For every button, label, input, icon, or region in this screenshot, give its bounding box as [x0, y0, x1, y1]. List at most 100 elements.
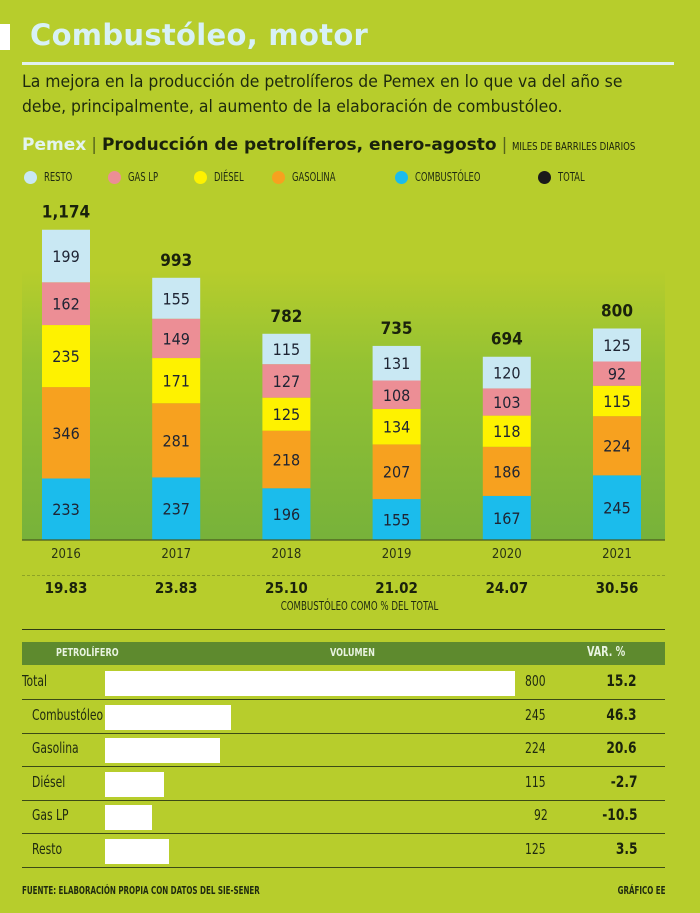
segment-label-gas-lp-2019: 108 [383, 386, 410, 405]
legend-swatch-gasolina [272, 170, 285, 184]
segment-label-resto-2016: 199 [52, 247, 79, 266]
row-volume: 92 [534, 806, 548, 824]
segment-label-gas-lp-2018: 127 [273, 372, 300, 391]
segment-label-gas-lp-2020: 103 [493, 393, 520, 412]
segment-label-gas-lp-2021: 92 [608, 365, 626, 384]
row-var: 46.3 [606, 704, 637, 724]
segment-label-gasolina-2019: 207 [383, 463, 410, 482]
volume-bar [105, 771, 164, 797]
row-name: Resto [32, 839, 63, 858]
segment-label-combustoleo-2021: 245 [603, 499, 630, 518]
row-name: Gas LP [32, 806, 69, 824]
bar-segment-combustoleo-2016 [42, 478, 90, 540]
row-var: 3.5 [615, 838, 637, 858]
row-volume: 245 [525, 705, 546, 724]
segment-label-resto-2021: 125 [603, 336, 630, 355]
segment-label-diesel-2017: 171 [162, 372, 189, 391]
bars-group: 233 346 235 162 199 1,174 2016 19.83 237 281 171 14… [42, 203, 641, 597]
chart-plot-background [22, 270, 665, 540]
bar-segment-gas-lp-2018 [262, 364, 311, 398]
legend-label-total: TOTAL [558, 170, 585, 184]
lede-text: La mejora en la producción de petrolífer… [22, 72, 623, 117]
segment-label-gasolina-2017: 281 [162, 431, 189, 450]
combustoleo-pct-2019: 21.02 [375, 579, 418, 597]
volume-bar [105, 704, 231, 730]
segment-label-resto-2017: 155 [162, 289, 189, 308]
title-marker [0, 24, 10, 50]
x-tick-label-2018: 2018 [272, 547, 302, 562]
x-tick-label-2017: 2017 [161, 547, 191, 562]
bar-segment-combustoleo-2019 [372, 499, 421, 540]
combustoleo-pct-2021: 30.56 [596, 579, 639, 597]
x-tick-label-2019: 2019 [382, 547, 412, 562]
legend-item-resto: RESTO [24, 170, 80, 184]
bar-segment-resto-2017 [152, 277, 201, 319]
row-var: -10.5 [601, 805, 637, 824]
bar-segment-gas-lp-2017 [152, 318, 201, 359]
chart-header: Pemex | Producción de petrolíferos, enero-… [22, 135, 670, 155]
page-title: Combustóleo, motor [30, 18, 369, 52]
chart-header-separator-2: | [501, 135, 508, 155]
bar-segment-gas-lp-2020 [482, 388, 531, 416]
bar-segment-combustoleo-2017 [152, 477, 201, 540]
bar-segment-combustoleo-2021 [593, 475, 641, 540]
legend-item-combustoleo: COMBUSTÓLEO [395, 170, 499, 184]
row-var: -2.7 [610, 771, 637, 791]
bar-segment-resto-2018 [262, 333, 311, 365]
legend-item-total: TOTAL [538, 170, 592, 184]
segment-label-gasolina-2018: 218 [273, 450, 300, 469]
segment-label-resto-2020: 120 [493, 364, 520, 383]
table-header-var: VAR. % [587, 645, 626, 660]
legend-swatch-resto [24, 170, 37, 184]
segment-label-gasolina-2016: 346 [52, 424, 79, 443]
segment-label-diesel-2020: 118 [493, 422, 520, 441]
segment-label-resto-2019: 131 [383, 354, 410, 373]
title-divider [22, 62, 674, 65]
chart-title: Producción de petrolíferos, enero-agosto [101, 135, 497, 155]
table-row: Resto 125 3.5 [22, 834, 665, 868]
footer-source: FUENTE: ELABORACIÓN PROPIA CON DATOS DEL… [22, 884, 260, 897]
legend-label-resto: RESTO [44, 170, 73, 184]
combustoleo-pct-label: COMBUSTÓLEO COMO % DEL TOTAL [0, 599, 700, 613]
total-label-2020: 694 [491, 330, 523, 350]
total-label-2021: 800 [601, 301, 633, 321]
legend-label-combustoleo: COMBUSTÓLEO [415, 170, 481, 184]
segment-label-combustoleo-2019: 155 [383, 511, 410, 530]
footer-credit: GRÁFICO EE [617, 884, 665, 897]
segment-label-combustoleo-2017: 237 [162, 500, 189, 519]
chart-source: Pemex [22, 135, 87, 155]
row-name: Combustóleo [32, 705, 104, 724]
table-row: Combustóleo 245 46.3 [22, 700, 665, 734]
volume-bar [105, 671, 515, 696]
bar-segment-gas-lp-2019 [372, 380, 421, 410]
total-label-2018: 782 [270, 307, 302, 327]
combustoleo-pct-2017: 23.83 [155, 579, 198, 597]
bar-segment-diesel-2017 [152, 358, 201, 404]
legend-label-gasolina: GASOLINA [292, 170, 336, 184]
segment-label-resto-2018: 115 [273, 340, 300, 359]
pct-divider [22, 575, 665, 576]
legend-swatch-diesel [194, 170, 207, 184]
bar-segment-gasolina-2019 [372, 444, 421, 500]
segment-label-diesel-2021: 115 [603, 392, 630, 411]
legend-swatch-combustoleo [395, 170, 408, 184]
x-tick-label-2020: 2020 [492, 547, 522, 562]
segment-label-gas-lp-2017: 149 [162, 329, 189, 348]
x-tick-label-2021: 2021 [602, 547, 632, 562]
segment-label-diesel-2019: 134 [383, 418, 410, 437]
segment-label-combustoleo-2016: 233 [52, 500, 79, 519]
legend-label-gas-lp: GAS LP [128, 170, 159, 184]
table-row: Diésel 115 -2.7 [22, 767, 665, 801]
bar-segment-gas-lp-2021 [593, 361, 641, 386]
chart-legend: RESTO GAS LP DIÉSEL GASOLINA COMBUSTÓLEO… [22, 170, 700, 190]
segment-label-gas-lp-2016: 162 [52, 295, 79, 314]
row-name: Gasolina [32, 739, 79, 757]
bar-segment-diesel-2018 [262, 397, 311, 431]
legend-item-diesel: DIÉSEL [194, 170, 252, 184]
row-var: 20.6 [606, 738, 637, 757]
segment-label-diesel-2016: 235 [52, 347, 79, 366]
bar-segment-resto-2019 [372, 345, 421, 381]
chart-header-separator: | [91, 135, 97, 155]
row-volume: 800 [525, 672, 546, 690]
row-volume: 115 [525, 772, 546, 791]
